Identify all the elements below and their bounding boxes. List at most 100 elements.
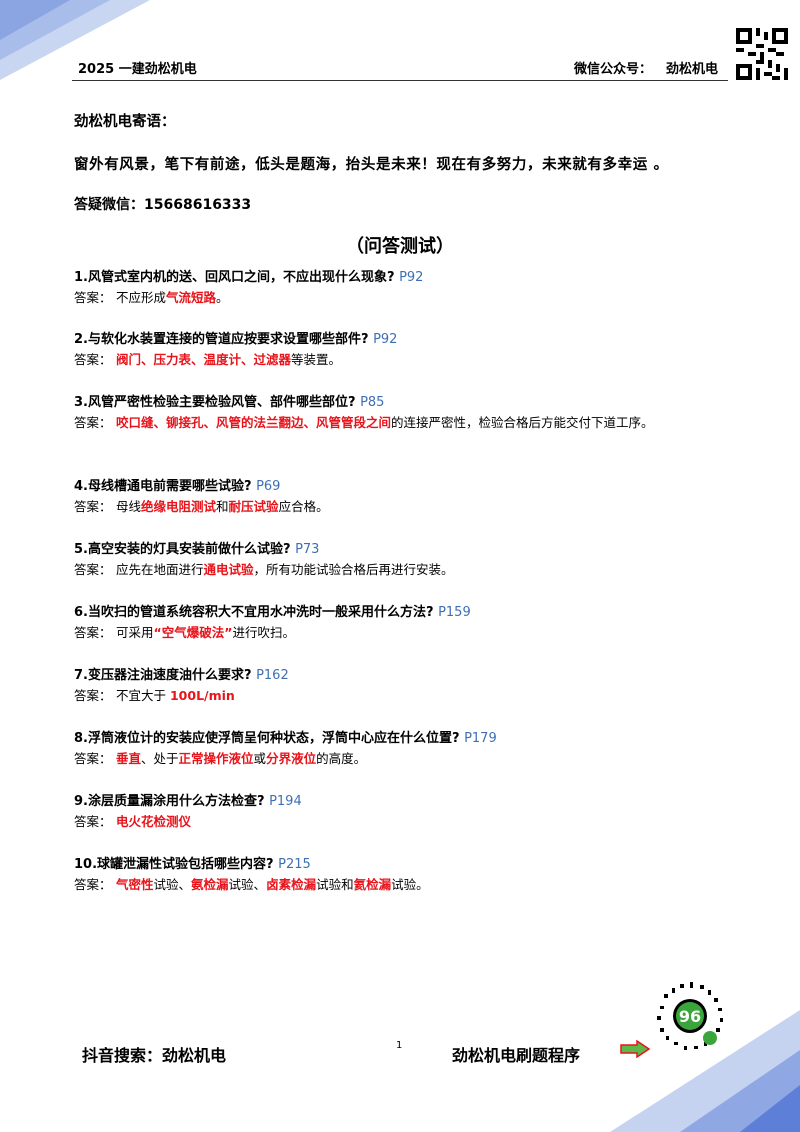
answer-segment: ，所有功能试验合格后再进行安装。: [253, 562, 454, 577]
arrow-right-icon: [620, 1040, 650, 1058]
question-text: 8.浮筒液位计的安装应使浮筒呈何种状态，浮筒中心应在什么位置? P179: [74, 729, 734, 749]
question-text: 2.与软化水装置连接的管道应按要求设置哪些部件? P92: [74, 330, 734, 350]
question-text: 10.球罐泄漏性试验包括哪些内容? P215: [74, 855, 734, 875]
answer-highlight: “空气爆破法”: [153, 625, 233, 640]
question-label: 4.母线槽通电前需要哪些试验?: [74, 479, 257, 494]
answer-text: 答案： 可采用“空气爆破法”进行吹扫。: [74, 623, 734, 643]
answer-highlight: 气密性: [116, 877, 154, 892]
motto-label: 劲松机电寄语：: [74, 114, 176, 130]
answer-label: 答案：: [74, 415, 112, 430]
answer-segment: 的连接严密性，检验合格后方能交付下道工序。: [391, 415, 654, 430]
answer-segment: 的高度。: [316, 751, 367, 766]
question-text: 3.风管严密性检验主要检验风管、部件哪些部位? P85: [74, 393, 734, 413]
page-reference: P85: [360, 395, 385, 410]
page-reference: P69: [256, 479, 281, 494]
qa-item: 10.球罐泄漏性试验包括哪些内容? P215 答案： 气密性试验、氨检漏试验、卤素检…: [74, 855, 734, 895]
qa-item: 3.风管严密性检验主要检验风管、部件哪些部位? P85 答案： 咬口缝、铆接孔、风管…: [74, 393, 734, 433]
header-wechat-label: 微信公众号：: [574, 62, 653, 77]
answer-segment: 进行吹扫。: [232, 625, 295, 640]
answer-segment: 不宜大于: [116, 688, 170, 703]
question-label: 6.当吹扫的管道系统容积大不宜用水冲洗时一般采用什么方法?: [74, 605, 439, 620]
page-reference: P92: [373, 332, 398, 347]
answer-label: 答案：: [74, 877, 112, 892]
page-reference: P162: [256, 668, 289, 683]
question-text: 6.当吹扫的管道系统容积大不宜用水冲洗时一般采用什么方法? P159: [74, 603, 734, 623]
qa-item: 5.高空安装的灯具安装前做什么试验? P73 答案： 应先在地面进行通电试验，所有功…: [74, 540, 734, 580]
footer-douyin-search: 抖音搜索：劲松机电: [82, 1046, 227, 1065]
question-label: 3.风管严密性检验主要检验风管、部件哪些部位?: [74, 395, 361, 410]
qa-item: 9.涂层质量漏涂用什么方法检查? P194 答案： 电火花检测仪: [74, 792, 734, 832]
qa-item: 7.变压器注油速度油什么要求? P162 答案： 不宜大于 100L/min: [74, 666, 734, 706]
answer-label: 答案：: [74, 290, 112, 305]
answer-segment: 或: [253, 751, 267, 766]
header-wechat-account: 微信公众号： 劲松机电: [574, 58, 718, 77]
answer-highlight: 正常操作液位: [178, 751, 254, 766]
answer-segment: 试验和: [316, 877, 354, 892]
svg-text:96: 96: [679, 1007, 701, 1026]
answer-label: 答案：: [74, 562, 112, 577]
page-reference: P179: [464, 731, 497, 746]
answer-segment: 和: [216, 499, 229, 514]
question-text: 9.涂层质量漏涂用什么方法检查? P194: [74, 792, 734, 812]
question-label: 1.风管式室内机的送、回风口之间，不应出现什么现象?: [74, 270, 400, 285]
answer-text: 答案： 阀门、压力表、温度计、过滤器等装置。: [74, 350, 734, 370]
answer-highlight: 咬口缝、铆接孔、风管的法兰翻边、风管管段之间: [116, 415, 392, 430]
question-label: 2.与软化水装置连接的管道应按要求设置哪些部件?: [74, 332, 374, 347]
page-number: 1: [396, 1040, 403, 1051]
qa-item: 8.浮筒液位计的安装应使浮筒呈何种状态，浮筒中心应在什么位置? P179 答案： 垂…: [74, 729, 734, 769]
page-reference: P92: [399, 270, 424, 285]
section-title: （问答测试）: [346, 236, 454, 257]
qa-item: 4.母线槽通电前需要哪些试验? P69 答案： 母线绝缘电阻测试和耐压试验应合格。: [74, 477, 734, 517]
answer-highlight: 氦检漏: [353, 877, 392, 892]
question-text: 5.高空安装的灯具安装前做什么试验? P73: [74, 540, 734, 560]
question-text: 4.母线槽通电前需要哪些试验? P69: [74, 477, 734, 497]
qr-code-icon: [736, 28, 788, 80]
answer-segment: 母线: [116, 499, 142, 514]
answer-highlight: 氨检漏: [191, 877, 229, 892]
qa-item: 2.与软化水装置连接的管道应按要求设置哪些部件? P92 答案： 阀门、压力表、温度…: [74, 330, 734, 370]
answer-highlight: 绝缘电阻测试: [141, 499, 217, 514]
answer-highlight: 耐压试验: [228, 499, 279, 514]
question-text: 1.风管式室内机的送、回风口之间，不应出现什么现象? P92: [74, 268, 734, 288]
header-title: 2025 一建劲松机电: [78, 62, 197, 77]
answer-segment: 。: [216, 290, 229, 305]
answer-label: 答案：: [74, 688, 112, 703]
answer-highlight: 气流短路: [166, 290, 217, 305]
page-reference: P73: [295, 542, 320, 557]
answer-highlight: 分界液位: [266, 751, 317, 766]
answer-segment: 试验、: [153, 877, 192, 892]
answer-highlight: 垂直: [116, 751, 142, 766]
answer-segment: 、处于: [141, 751, 179, 766]
answer-highlight: 卤素检漏: [266, 877, 317, 892]
support-wechat: 答疑微信：15668616333: [74, 197, 252, 213]
question-label: 5.高空安装的灯具安装前做什么试验?: [74, 542, 296, 557]
answer-label: 答案：: [74, 352, 112, 367]
answer-segment: 应先在地面进行: [116, 562, 204, 577]
answer-segment: 等装置。: [291, 352, 342, 367]
page-reference: P215: [278, 857, 311, 872]
answer-segment: 试验、: [228, 877, 267, 892]
qa-item: 1.风管式室内机的送、回风口之间，不应出现什么现象? P92 答案： 不应形成气流短…: [74, 268, 734, 308]
answer-text: 答案： 母线绝缘电阻测试和耐压试验应合格。: [74, 497, 734, 517]
answer-label: 答案：: [74, 625, 112, 640]
answer-segment: 应合格。: [278, 499, 329, 514]
answer-label: 答案：: [74, 751, 112, 766]
motto-text: 窗外有风景，笔下有前途，低头是题海，抬头是未来！现在有多努力，未来就有多幸运 。: [74, 157, 669, 173]
answer-text: 答案： 咬口缝、铆接孔、风管的法兰翻边、风管管段之间的连接严密性，检验合格后方能交…: [74, 413, 734, 433]
qa-item: 6.当吹扫的管道系统容积大不宜用水冲洗时一般采用什么方法? P159 答案： 可采用…: [74, 603, 734, 643]
question-label: 9.涂层质量漏涂用什么方法检查?: [74, 794, 270, 809]
answer-text: 答案： 不应形成气流短路。: [74, 288, 734, 308]
mini-program-code-icon: 96: [652, 978, 728, 1054]
top-left-corner-decoration: [0, 0, 150, 80]
answer-highlight: 100L/min: [169, 688, 235, 703]
answer-highlight: 阀门、压力表、温度计、过滤器: [116, 352, 292, 367]
answer-segment: 不应形成: [116, 290, 167, 305]
header-wechat-name: 劲松机电: [666, 62, 719, 77]
question-label: 7.变压器注油速度油什么要求?: [74, 668, 257, 683]
answer-label: 答案：: [74, 814, 112, 829]
question-text: 7.变压器注油速度油什么要求? P162: [74, 666, 734, 686]
answer-text: 答案： 电火花检测仪: [74, 812, 734, 832]
answer-label: 答案：: [74, 499, 112, 514]
answer-text: 答案： 不宜大于 100L/min: [74, 686, 734, 706]
answer-segment: 可采用: [116, 625, 154, 640]
